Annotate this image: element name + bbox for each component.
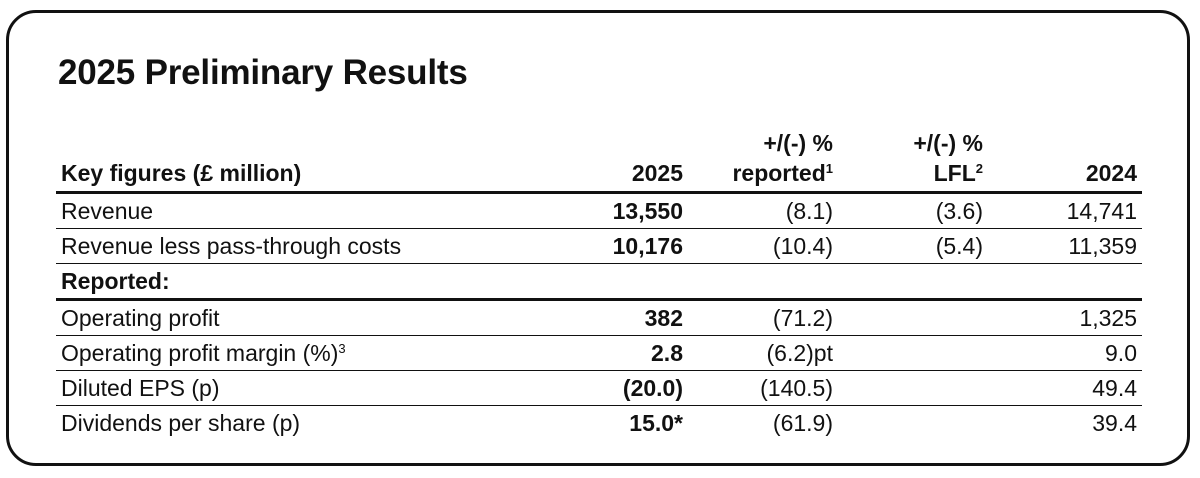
table-row: Dividends per share (p) 15.0* (61.9) 39.… [56, 406, 1142, 441]
cell-2024: 49.4 [988, 370, 1142, 406]
header-reported-line2: reported [732, 160, 826, 186]
table-row: Revenue less pass-through costs 10,176 (… [56, 228, 1142, 264]
cell-lfl-change [838, 406, 988, 441]
table-row: Operating profit 382 (71.2) 1,325 [56, 299, 1142, 336]
table-header-row: Key figures (£ million) 2025 +/(-) % rep… [56, 116, 1142, 194]
section-row-reported: Reported: [56, 263, 1142, 301]
row-label: Operating profit margin (%)3 [56, 335, 518, 371]
row-label-text: Operating profit [61, 305, 220, 331]
header-reported-line2-wrap: reported1 [693, 158, 833, 188]
row-label-text: Diluted EPS (p) [61, 375, 220, 401]
header-lfl-line1: +/(-) % [913, 130, 983, 156]
cell-2025: 10,176 [518, 228, 688, 264]
cell-2025: (20.0) [518, 370, 688, 406]
cell-lfl-change [838, 299, 988, 336]
row-label: Revenue less pass-through costs [56, 228, 518, 264]
cell-2025 [518, 263, 688, 301]
header-key-figures: Key figures (£ million) [56, 116, 518, 194]
cell-lfl-change [838, 263, 988, 301]
row-label-text: Revenue [61, 198, 154, 224]
header-2025: 2025 [518, 116, 688, 194]
row-label-text: Revenue less pass-through costs [61, 233, 402, 259]
row-label: Dividends per share (p) [56, 406, 518, 441]
header-reported-change: +/(-) % reported1 [688, 116, 838, 194]
row-footnote: 3 [338, 341, 346, 356]
row-label: Operating profit [56, 299, 518, 336]
cell-2025: 15.0* [629, 410, 683, 436]
cell-reported-change [688, 263, 838, 301]
cell-2025: 382 [518, 299, 688, 336]
row-label: Revenue [56, 192, 518, 229]
header-lfl-footnote: 2 [975, 161, 983, 176]
header-lfl-line2: LFL [933, 160, 976, 186]
row-label: Diluted EPS (p) [56, 370, 518, 406]
cell-2025: 13,550 [518, 192, 688, 229]
cell-2024: 14,741 [988, 192, 1142, 229]
header-reported-footnote: 1 [825, 161, 833, 176]
cell-reported-change: (8.1) [688, 192, 838, 229]
cell-2024: 9.0 [988, 335, 1142, 371]
cell-2024 [988, 263, 1142, 301]
cell-2024: 11,359 [988, 228, 1142, 264]
row-label-text: Operating profit margin (%) [61, 340, 339, 366]
page-title: 2025 Preliminary Results [58, 53, 468, 92]
cell-lfl-change [838, 335, 988, 371]
header-lfl-line2-wrap: LFL2 [843, 158, 983, 188]
cell-reported-change: (140.5) [688, 370, 838, 406]
table-row: Diluted EPS (p) (20.0) (140.5) 49.4 [56, 370, 1142, 406]
cell-reported-change: (71.2) [688, 299, 838, 336]
cell-lfl-change: (5.4) [838, 228, 988, 264]
header-2024: 2024 [988, 116, 1142, 194]
table-row: Revenue 13,550 (8.1) (3.6) 14,741 [56, 192, 1142, 229]
row-label-text: Dividends per share (p) [61, 410, 301, 436]
table-row: Operating profit margin (%)3 2.8 (6.2)pt… [56, 335, 1142, 371]
cell-2024: 1,325 [988, 299, 1142, 336]
cell-lfl-change [838, 370, 988, 406]
header-lfl-change: +/(-) % LFL2 [838, 116, 988, 194]
cell-reported-change: (6.2)pt [688, 335, 838, 371]
cell-reported-change: (10.4) [688, 228, 838, 264]
key-figures-table: Key figures (£ million) 2025 +/(-) % rep… [56, 116, 1142, 440]
cell-lfl-change: (3.6) [838, 192, 988, 229]
cell-2024: 39.4 [1092, 410, 1137, 436]
cell-2025: 2.8 [518, 335, 688, 371]
section-label: Reported: [56, 263, 518, 301]
cell-reported-change: (61.9) [772, 410, 833, 436]
header-reported-line1: +/(-) % [763, 130, 833, 156]
